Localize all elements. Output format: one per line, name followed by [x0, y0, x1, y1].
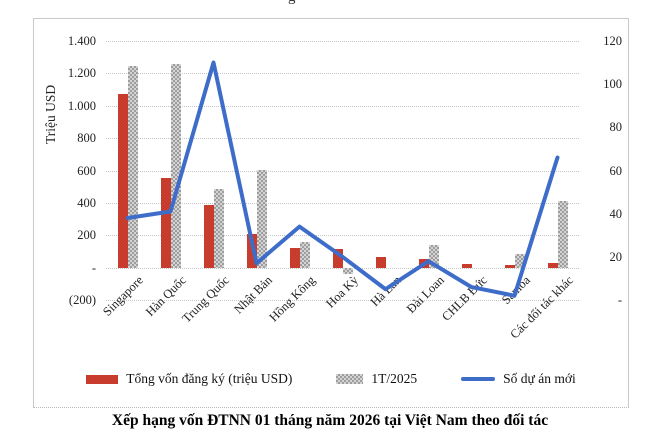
bar-prev-period-1	[170, 63, 181, 268]
bar-registered-capital-5	[332, 249, 343, 268]
right-axis-tick: 100	[603, 77, 622, 92]
gridline	[106, 202, 579, 204]
bar-registered-capital-1	[160, 177, 171, 268]
plot-area: Triệu USD 1.400 1.200 1.000 800 600 400 200- (2…	[43, 34, 622, 341]
chart-caption: Xếp hạng vốn ĐTNN 01 tháng năm 2026 tại …	[111, 412, 549, 429]
gridline	[106, 235, 579, 237]
left-axis-tick: 800	[77, 131, 96, 146]
left-axis-tick: 1.000	[67, 98, 96, 113]
bar-prev-period-5	[342, 267, 353, 274]
bar-registered-capital-10	[547, 262, 558, 268]
bar-prev-period-0	[127, 66, 138, 268]
legend-label-1: 1T/2025	[371, 371, 418, 386]
legend-label-2: Số dự án mới	[503, 371, 576, 386]
left-axis-tick: 400	[77, 195, 96, 210]
legend: Tổng vốn đăng ký (triệu USD) 1T/2025 Số dự…	[34, 371, 628, 387]
chart-container: Triệu USD 1.400 1.200 1.000 800 600 400 200- (2…	[33, 18, 629, 408]
gridline	[106, 138, 579, 140]
bar-registered-capital-4	[289, 247, 300, 268]
gridline	[106, 170, 579, 172]
bar-prev-period-2	[213, 188, 224, 268]
bar-registered-capital-9	[504, 265, 515, 268]
right-axis-tick: 120	[603, 34, 622, 48]
bar-registered-capital-6	[375, 257, 386, 268]
gridline	[106, 41, 579, 42]
bar-registered-capital-3	[246, 234, 257, 268]
right-axis-tick: -	[617, 293, 622, 307]
right-axis-tick: 80	[609, 120, 623, 135]
bar-prev-period-10	[557, 200, 568, 268]
legend-item-1: 1T/2025	[336, 371, 417, 387]
legend-item-2: Số dự án mới	[461, 371, 576, 387]
gridline	[106, 73, 579, 75]
legend-swatch-0	[86, 374, 119, 384]
right-axis-tick: 60	[609, 163, 623, 178]
left-axis-tick: -	[91, 260, 96, 275]
left-axis-tick: 1.200	[67, 66, 96, 81]
clipped-title-fragment: g	[288, 0, 296, 6]
legend-label-0: Tổng vốn đăng ký (triệu USD)	[126, 371, 293, 386]
bar-registered-capital-8	[461, 263, 472, 268]
left-axis-tick: (200)	[68, 293, 96, 307]
legend-swatch-2	[461, 377, 496, 381]
gridline	[106, 300, 579, 301]
left-axis-tick: 1.400	[67, 34, 96, 48]
left-axis-tick: 200	[77, 228, 96, 243]
right-axis-tick: 40	[609, 206, 623, 221]
right-axis-tick: 20	[609, 249, 623, 264]
gridline	[106, 105, 579, 107]
bar-prev-period-4	[299, 241, 310, 268]
bar-prev-period-3	[256, 169, 267, 268]
left-axis-tick: 600	[77, 163, 96, 178]
legend-swatch-1	[336, 374, 364, 384]
bar-prev-period-7	[428, 244, 439, 268]
bar-registered-capital-2	[203, 205, 214, 268]
new-projects-line	[125, 60, 560, 298]
bar-registered-capital-0	[117, 94, 128, 268]
legend-item-0: Tổng vốn đăng ký (triệu USD)	[86, 371, 292, 387]
bar-prev-period-9	[514, 254, 525, 268]
